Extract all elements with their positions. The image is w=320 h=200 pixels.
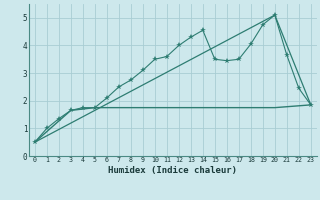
X-axis label: Humidex (Indice chaleur): Humidex (Indice chaleur) — [108, 166, 237, 175]
